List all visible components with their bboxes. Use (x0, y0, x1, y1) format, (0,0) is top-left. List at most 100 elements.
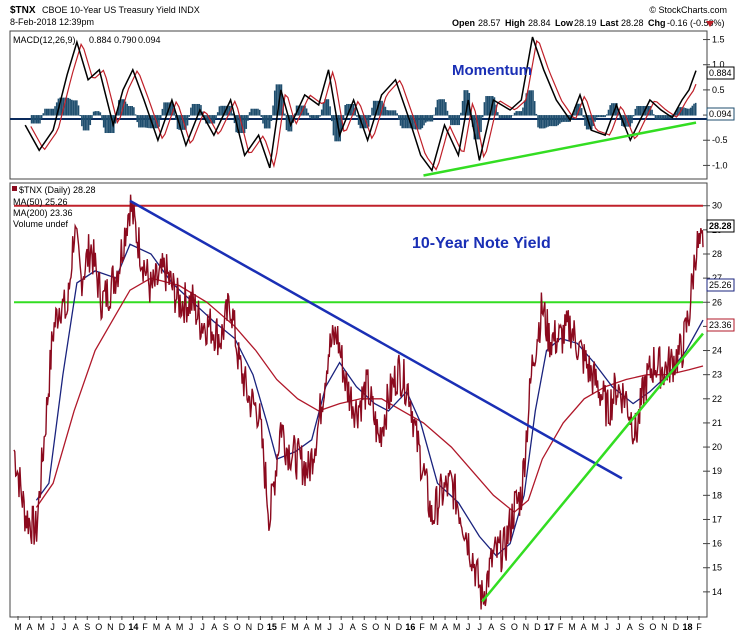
macd-histogram-bar (443, 99, 445, 116)
macd-histogram-bar (210, 115, 212, 124)
x-tick-label: D (534, 622, 541, 632)
macd-histogram-bar (332, 115, 335, 136)
macd-histogram-bar (216, 112, 219, 116)
macd-histogram-bar (102, 115, 105, 128)
macd-histogram-bar (117, 100, 120, 116)
x-tick-label: M (37, 622, 45, 632)
chart-date: 8-Feb-2018 12:39pm (10, 17, 94, 27)
x-tick-label: 15 (267, 622, 277, 632)
macd-histogram-bar (119, 99, 122, 116)
macd-histogram-bar (537, 115, 539, 128)
x-tick-label: O (649, 622, 656, 632)
macd-histogram-bar (128, 106, 130, 116)
macd-histogram-bar (232, 113, 234, 116)
macd-histogram-bar (344, 105, 346, 116)
x-tick-label: S (84, 622, 90, 632)
last-label: Last (600, 18, 619, 28)
macd-histogram-bar (431, 115, 434, 122)
x-tick-label: F (419, 622, 425, 632)
macd-histogram-bar (639, 106, 642, 116)
macd-histogram-bar (206, 115, 209, 124)
macd-histogram-bar (399, 115, 402, 126)
macd-histogram-bar (304, 105, 306, 116)
macd-histogram-bar (65, 97, 68, 116)
x-tick-label: D (673, 622, 680, 632)
x-tick-label: A (488, 622, 494, 632)
macd-histogram-bar (314, 115, 316, 119)
macd-histogram-bar (651, 109, 653, 116)
instrument-name: CBOE 10-Year US Treasury Yield INDX (42, 5, 200, 15)
price-tick-label: 19 (712, 466, 722, 476)
macd-histogram-bar (87, 115, 90, 131)
macd-histogram-bar (418, 115, 420, 130)
macd-histogram-bar (180, 115, 182, 130)
macd-histogram-bar (280, 84, 283, 116)
macd-histogram-bar (647, 106, 650, 116)
macd-histogram-bar (159, 115, 162, 119)
macd-histogram-bar (356, 115, 358, 117)
macd-histogram-bar (574, 107, 576, 116)
x-axis: M A M J J A S O N D 14 F M A M J J A S O N D 15 F M A M J J A S O N D 16 F M… (14, 616, 702, 632)
low-value: 28.19 (574, 18, 597, 28)
macd-histogram-bar (237, 115, 239, 134)
macd-histogram-bar (458, 115, 461, 126)
macd-histogram-bar (493, 97, 496, 116)
macd-histogram-bar (406, 115, 409, 129)
macd-histogram-bar (515, 111, 518, 116)
x-tick-label: S (223, 622, 229, 632)
price-legend: $TNX (Daily) 28.28 MA(50) 25.26 MA(200) … (12, 185, 96, 229)
macd-histogram-bar (129, 106, 132, 116)
macd-tick-label: -0.5 (712, 135, 728, 145)
macd-histogram-bar (133, 107, 135, 116)
macd-histogram-bar (496, 112, 499, 116)
macd-histogram-bar (228, 105, 231, 116)
x-tick-label: J (339, 622, 344, 632)
macd-histogram-bar (642, 106, 645, 116)
price-tick-label: 24 (712, 346, 722, 356)
macd-histogram-bar (171, 102, 174, 116)
macd-histogram-bar (622, 115, 625, 127)
macd-histogram-bar (547, 115, 549, 127)
macd-histogram-bar (594, 115, 596, 122)
macd-histogram-bar (689, 107, 692, 116)
macd-histogram-bar (86, 115, 88, 131)
price-legend-daily: $TNX (Daily) 28.28 (19, 185, 96, 195)
x-tick-label: A (581, 622, 587, 632)
x-tick-label: J (466, 622, 471, 632)
macd-histogram-bar (315, 115, 318, 119)
price-tick-label: 26 (712, 297, 722, 307)
macd-histogram-bar (445, 102, 447, 116)
macd-histogram-bar (384, 106, 387, 116)
macd-histogram-bar (438, 99, 440, 116)
macd-trendline (423, 121, 697, 177)
macd-histogram-bar (530, 90, 533, 116)
macd-histogram-bar (76, 100, 78, 116)
x-tick-label: A (27, 622, 33, 632)
macd-histogram-bar (488, 96, 491, 116)
macd-histogram-bar (324, 99, 326, 116)
x-tick-label: 17 (544, 622, 554, 632)
macd-histogram-bar (419, 115, 422, 130)
macd-histogram-bar (674, 112, 677, 116)
macd-histogram-bar (39, 115, 41, 124)
macd-histogram-bar (34, 115, 36, 124)
macd-histogram-bar (450, 115, 452, 126)
macd-histogram-bar (138, 115, 140, 128)
macd-histogram-bar (109, 115, 112, 134)
macd-histogram-bar (394, 110, 397, 116)
macd-histogram-bar (564, 115, 566, 122)
macd-histogram-bar (686, 108, 689, 116)
macd-histogram-bar (478, 115, 481, 140)
ohlc-readout: Open 28.57 High 28.84 Low 28.19 Last 28.… (452, 18, 725, 28)
macd-histogram-bar (507, 115, 509, 119)
macd-histogram-bar (74, 100, 76, 116)
macd-histogram-bar (60, 97, 63, 116)
macd-histogram-bar (533, 101, 536, 116)
x-tick-label: M (176, 622, 184, 632)
macd-histogram-bar (71, 99, 73, 116)
macd-histogram-bar (146, 115, 149, 128)
macd-histogram-bar (371, 107, 373, 116)
chg-label: Chg (648, 18, 666, 28)
macd-histogram-bar (335, 115, 338, 142)
macd-histogram-bar (72, 100, 75, 116)
